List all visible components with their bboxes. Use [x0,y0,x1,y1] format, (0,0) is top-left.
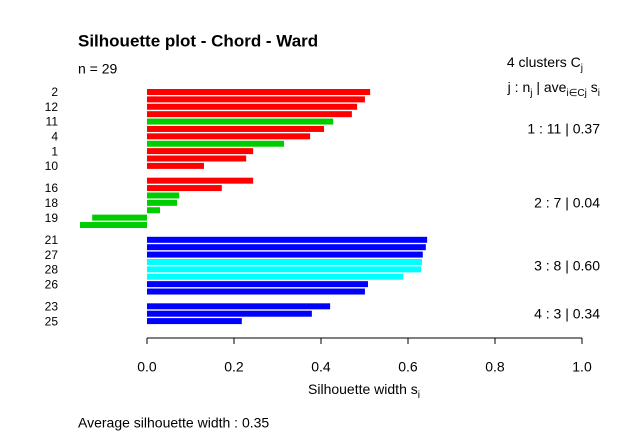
cluster-label: 4 : 3 | 0.34 [534,305,600,321]
bar [146,288,365,295]
bar [80,222,147,229]
cluster-label: 2 : 7 | 0.04 [534,195,600,211]
y-tick-label: 1 [51,144,58,158]
column-header: j : nj | avei∈Cj si [507,79,600,99]
bar [146,89,371,95]
y-tick-label: 11 [46,115,59,129]
column-header-part: j : n [507,79,531,95]
cluster-header-part: 4 clusters C [507,54,581,70]
bar [146,244,426,251]
bar [146,258,422,265]
bar [146,199,178,206]
bar [146,281,368,288]
bar [146,273,404,280]
bar [146,185,222,192]
x-tick-label: 0.2 [224,359,244,375]
y-tick-label: 4 [51,130,58,144]
x-tick-label: 0.6 [398,359,418,375]
bar [146,266,422,273]
column-header-part: j [529,88,532,99]
column-header-part: i∈Cj [566,88,586,99]
y-tick-label: 18 [45,196,59,210]
bar [146,251,423,258]
bar [146,96,365,103]
bar [146,192,180,199]
x-tick-label: 0.8 [485,359,505,375]
column-header-part: | ave [532,79,566,95]
y-tick-label: 27 [45,248,59,262]
y-tick-label: 28 [45,263,59,277]
cluster-label: 1 : 11 | 0.37 [527,121,600,137]
chart-title: Silhouette plot - Chord - Ward [78,31,318,50]
x-tick-label: 1.0 [572,359,592,375]
bar [146,125,325,132]
y-tick-label: 25 [45,314,59,328]
bar [146,303,331,310]
bar [146,162,204,169]
y-tick-label: 16 [45,181,59,195]
bar [146,236,428,243]
y-tick-label: 12 [45,100,59,114]
bar [146,118,334,125]
bar [146,310,312,317]
y-tick-label: 21 [45,233,59,247]
y-tick-label: 23 [45,299,59,313]
x-axis-label: Silhouette width si [308,381,420,401]
column-header-part: i [598,88,600,99]
bar [146,155,247,162]
bar [146,133,311,140]
chart-subtitle: n = 29 [78,61,118,77]
bar [146,318,242,325]
bar [146,207,161,214]
cluster-label: 3 : 8 | 0.60 [534,257,600,273]
bar [146,103,358,110]
x-tick-label: 0.4 [311,359,331,375]
y-tick-label: 10 [45,159,59,173]
x-axis-label-part: Silhouette width s [308,381,418,397]
x-tick-label: 0.0 [137,359,157,375]
y-tick-label: 19 [45,211,59,225]
bar [146,177,254,184]
footer: Average silhouette width : 0.35 [78,415,269,431]
x-axis-label-part: i [418,390,420,401]
cluster-header-part: j [580,63,583,74]
bar [146,111,352,118]
bar [146,140,285,147]
column-header-part: s [587,79,598,95]
bar [92,214,147,221]
cluster-header: 4 clusters Cj [507,54,583,74]
y-tick-label: 2 [51,85,58,99]
y-tick-label: 26 [45,277,59,291]
bar [146,148,254,155]
